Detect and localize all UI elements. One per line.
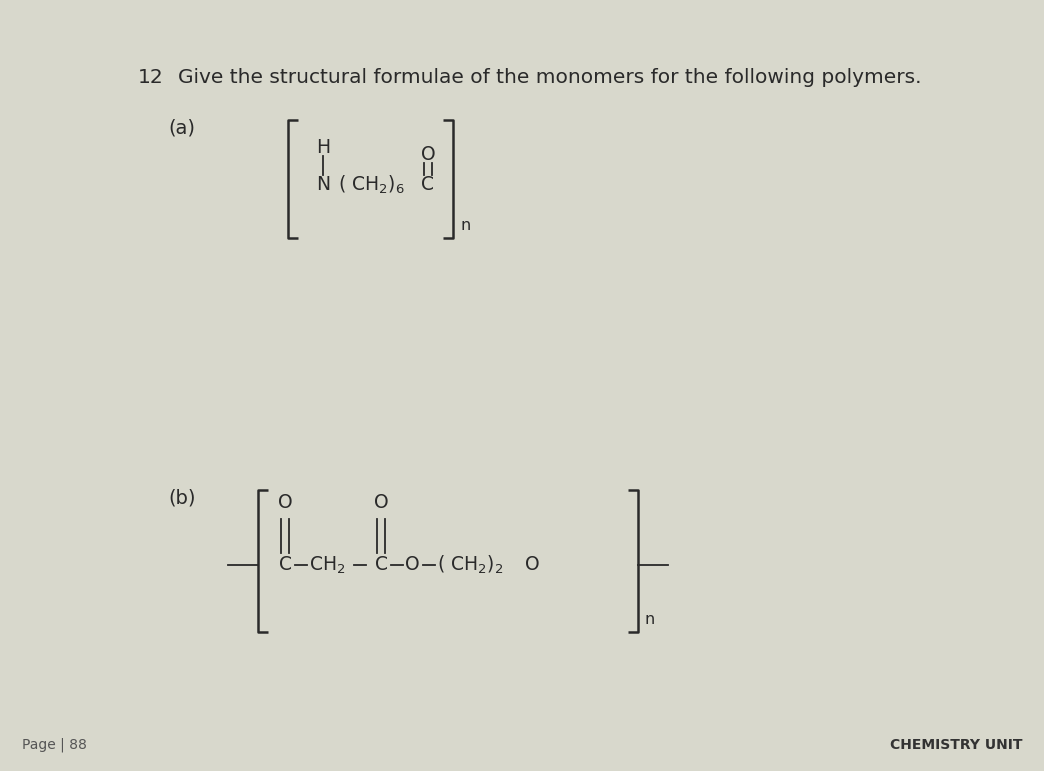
Text: C: C [422, 176, 434, 194]
Text: (b): (b) [168, 488, 195, 507]
Text: n: n [461, 218, 471, 233]
Text: C: C [279, 555, 291, 574]
Text: O: O [421, 145, 435, 164]
Text: O: O [374, 493, 388, 512]
Text: CHEMISTRY UNIT: CHEMISTRY UNIT [889, 738, 1022, 752]
Text: 12: 12 [138, 68, 164, 87]
Text: ( CH$_2$)$_6$: ( CH$_2$)$_6$ [338, 173, 405, 196]
Text: O: O [278, 493, 292, 512]
Text: O: O [525, 555, 540, 574]
Text: H: H [316, 138, 330, 157]
Text: ( CH$_2$)$_2$: ( CH$_2$)$_2$ [437, 554, 503, 576]
Text: (a): (a) [168, 118, 195, 137]
Text: CH$_2$: CH$_2$ [309, 554, 346, 576]
Text: O: O [405, 555, 420, 574]
Text: C: C [375, 555, 387, 574]
Text: n: n [644, 612, 655, 627]
Text: Give the structural formulae of the monomers for the following polymers.: Give the structural formulae of the mono… [177, 68, 922, 87]
Text: N: N [316, 176, 330, 194]
Text: Page | 88: Page | 88 [22, 738, 87, 752]
